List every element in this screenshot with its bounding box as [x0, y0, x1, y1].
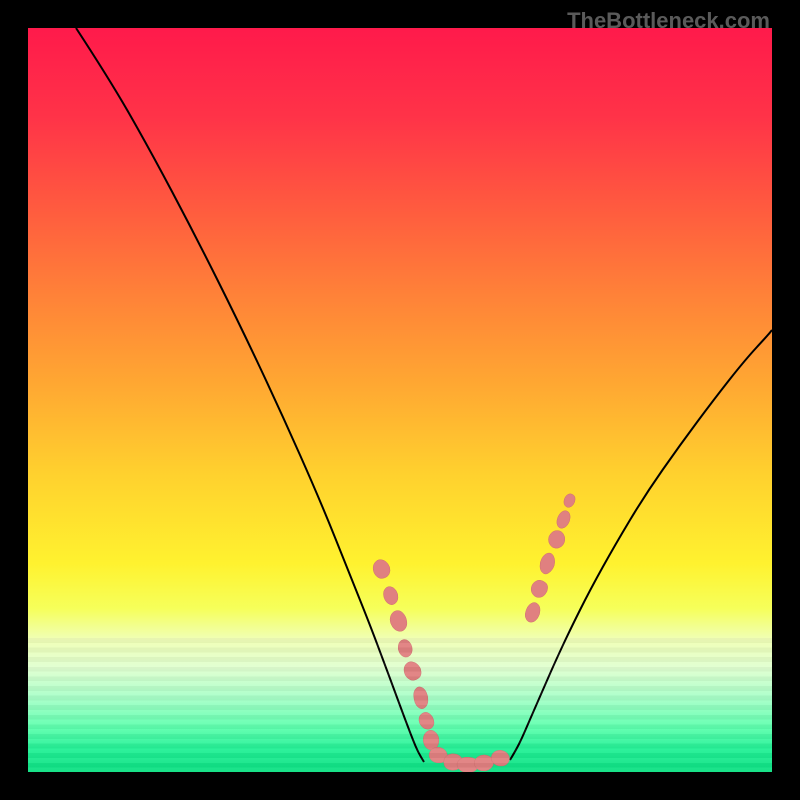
chart-frame: TheBottleneck.com [0, 0, 800, 800]
marker-right-2 [540, 553, 555, 574]
marker-right-tip [564, 494, 575, 508]
marker-right-3 [549, 531, 565, 549]
marker-left-1 [383, 587, 397, 605]
gradient-bottom-stripes [28, 638, 772, 772]
marker-left-2 [390, 611, 407, 632]
marker-right-0 [525, 603, 540, 623]
marker-right-1 [531, 580, 547, 597]
watermark-text: TheBottleneck.com [567, 8, 770, 34]
marker-right-4 [557, 511, 570, 529]
plot-area [28, 28, 772, 772]
marker-left-0 [373, 560, 390, 579]
